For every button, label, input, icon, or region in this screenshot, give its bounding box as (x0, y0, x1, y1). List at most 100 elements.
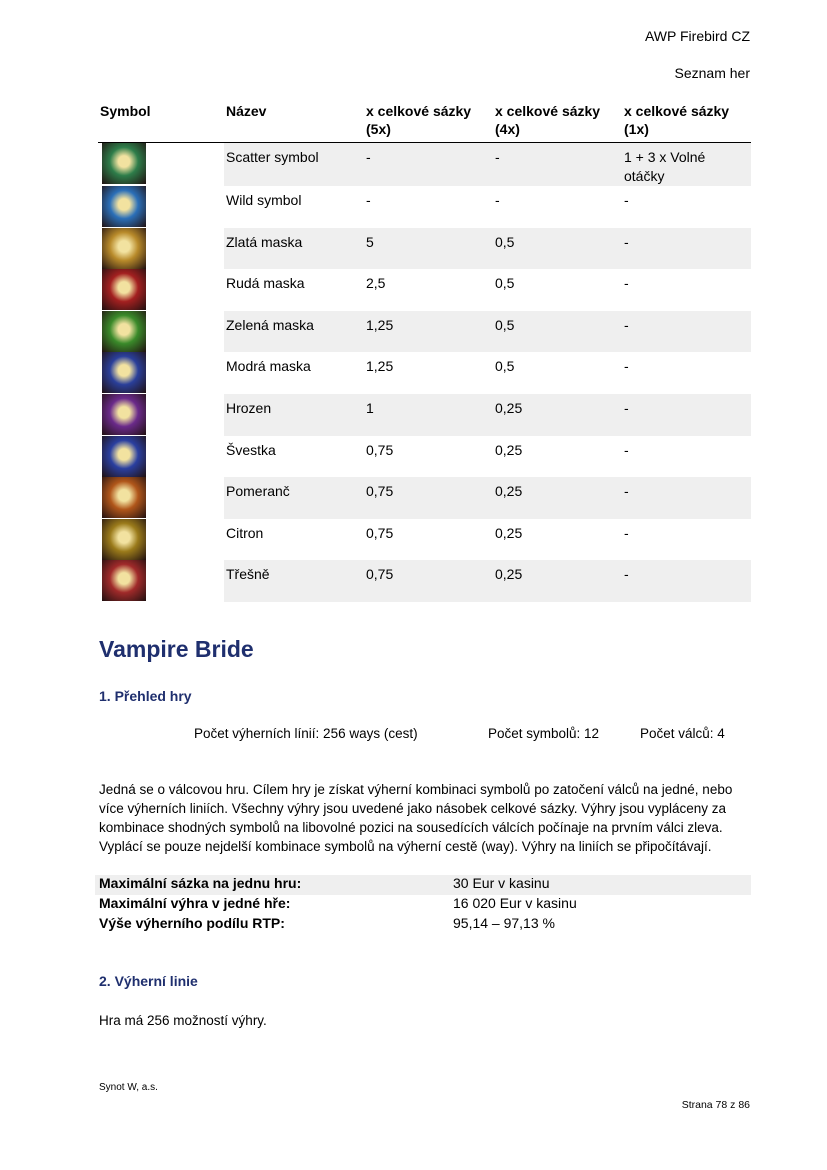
section-overview: 1. Přehled hry (99, 688, 192, 704)
green-mask-icon (102, 310, 146, 352)
cell-x5: 2,5 (366, 275, 386, 292)
symbol-count: Počet symbolů: 12 (488, 726, 600, 741)
cell-name: Modrá maska (226, 358, 311, 375)
header-subtitle: Seznam her (674, 65, 750, 81)
table-row: Hrozen 1 0,25- (98, 393, 751, 436)
column-header: x celkové sázky (4x) (493, 100, 622, 143)
info-label: Výše výherního podílu RTP: (99, 915, 285, 931)
column-header: Název (224, 100, 364, 143)
section-win-lines: 2. Výherní linie (99, 973, 198, 989)
cell-x1: - (622, 227, 751, 270)
table-row: Švestka 0,75 0,25 - (98, 435, 751, 478)
cell-x5: 1,25 (364, 310, 493, 353)
symbol-cell (98, 435, 224, 478)
grapes-icon (102, 393, 146, 435)
symbol-cell (98, 143, 224, 187)
header-title: AWP Firebird CZ (644, 28, 750, 44)
cell-x1: - (624, 524, 629, 541)
cell-x5: 0,75 (364, 560, 493, 602)
cell-x1: - (624, 441, 629, 458)
info-row: Maximální sázka na jednu hru: 30 Eur v ka… (95, 875, 751, 895)
table-row: Wild symbol - - - (98, 186, 751, 228)
cell-x4: 0,25 (493, 393, 622, 436)
cell-name: Švestka (226, 441, 276, 458)
info-label: Maximální výhra v jedné hře: (99, 895, 291, 911)
lemon-icon (102, 518, 146, 560)
red-mask-icon (102, 269, 146, 311)
cell-name: Hrozen (224, 393, 364, 436)
cell-x1: - (622, 393, 751, 436)
cell-x4: 0,5 (495, 358, 515, 375)
cell-x4: - (495, 192, 500, 208)
symbol-cell (98, 518, 224, 561)
symbol-cell (98, 186, 224, 228)
win-lines-text: Hra má 256 možností výhry. (99, 1013, 267, 1028)
blue-mask-icon (102, 352, 146, 394)
cell-x1: - (624, 275, 629, 292)
symbol-cell (98, 310, 224, 353)
cell-name: Wild symbol (226, 192, 302, 208)
cell-name: Citron (226, 524, 264, 541)
cell-x4: 0,25 (495, 524, 523, 541)
info-value: 95,14 – 97,13 % (453, 915, 555, 931)
cell-name: Rudá maska (226, 275, 305, 292)
table-row: Rudá maska 2,5 0,5 - (98, 269, 751, 311)
cell-x4: 0,5 (493, 227, 622, 270)
cell-x5: 0,75 (366, 441, 394, 458)
cell-x4: 0,25 (495, 441, 523, 458)
cell-x5: 5 (364, 227, 493, 270)
game-title: Vampire Bride (99, 636, 254, 662)
info-value: 30 Eur v kasinu (453, 875, 550, 891)
gold-mask-icon (102, 227, 146, 269)
cell-name: Scatter symbol (224, 142, 364, 186)
cell-x5: 1 (364, 393, 493, 436)
symbol-cell (98, 227, 224, 270)
cell-x4: 0,5 (493, 310, 622, 353)
cell-x1: - (622, 310, 751, 353)
cell-x4: 0,5 (495, 275, 515, 292)
table-row: Třešně 0,75 0,25- (98, 560, 751, 602)
info-row: Výše výherního podílu RTP: 95,14 – 97,13 … (95, 915, 751, 935)
cell-name: Třešně (224, 560, 364, 602)
table-row: Modrá maska 1,25 0,5 - (98, 352, 751, 394)
cell-x1: - (624, 192, 629, 208)
cell-x5: - (364, 142, 493, 186)
cell-x5: - (366, 192, 371, 208)
footer-company: Synot W, a.s. (99, 1082, 158, 1093)
cell-x1: - (622, 477, 751, 519)
cell-x1: 1 + 3 x Volné otáčky (622, 142, 751, 186)
symbol-cell (98, 560, 224, 602)
wild-symbol-icon (102, 186, 146, 227)
symbol-cell (98, 269, 224, 311)
cell-x5: 1,25 (366, 358, 394, 375)
cell-x1: - (624, 358, 629, 375)
plum-icon (102, 435, 146, 477)
column-header: Symbol (98, 100, 224, 143)
cherries-icon (102, 560, 146, 602)
cell-x4: - (493, 142, 622, 186)
table-row: Pomeranč 0,75 0,25- (98, 477, 751, 519)
cell-name: Zlatá maska (224, 227, 364, 270)
orange-icon (102, 477, 146, 519)
cell-x1: - (622, 560, 751, 602)
table-row: Scatter symbol - -1 + 3 x Volné otáčky (98, 142, 751, 187)
win-lines: Počet výherních línií: 256 ways (cest) (194, 726, 418, 741)
paytable: Symbol Název x celkové sázky (5x) x celkové… (98, 100, 751, 602)
cell-x4: 0,25 (493, 560, 622, 602)
symbol-cell (98, 477, 224, 519)
symbol-cell (98, 393, 224, 436)
cell-name: Pomeranč (224, 477, 364, 519)
cell-name: Zelená maska (224, 310, 364, 353)
table-row: Citron 0,75 0,25 - (98, 518, 751, 561)
info-label: Maximální sázka na jednu hru: (99, 875, 302, 891)
footer-page-number: Strana 78 z 86 (681, 1099, 750, 1111)
game-description: Jedná se o válcovou hru. Cílem hry je zí… (99, 782, 733, 854)
column-header: x celkové sázky (5x) (364, 100, 493, 143)
table-row: Zlatá maska 5 0,5- (98, 227, 751, 270)
cell-x5: 0,75 (364, 477, 493, 519)
table-row: Zelená maska 1,25 0,5- (98, 310, 751, 353)
info-value: 16 020 Eur v kasinu (453, 895, 577, 911)
cell-x4: 0,25 (493, 477, 622, 519)
reel-count: Počet válců: 4 (640, 726, 725, 741)
